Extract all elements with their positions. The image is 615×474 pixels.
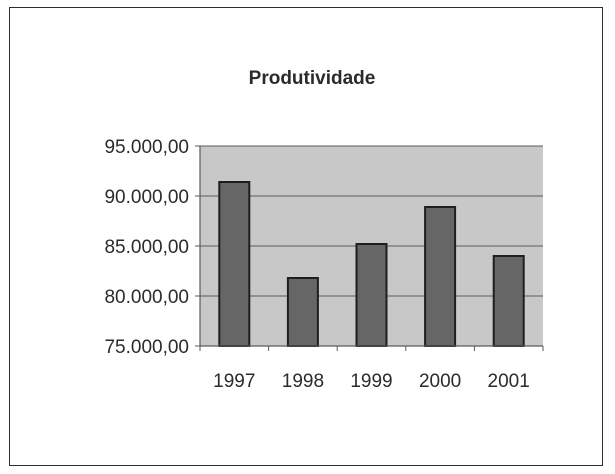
x-axis-ticks: 1997 1998 1999 2000 2001 xyxy=(199,346,544,392)
x-tick-label: 1998 xyxy=(282,371,324,392)
y-axis-ticks: 75.000,00 80.000,00 85.000,00 90.000,00 95.0… xyxy=(104,137,189,358)
x-tick-label: 2001 xyxy=(488,371,530,392)
bar xyxy=(286,277,319,347)
y-tick-label: 80.000,00 xyxy=(104,287,189,308)
x-tick-label: 1999 xyxy=(350,371,392,392)
chart-title: Produtividade xyxy=(249,68,376,89)
x-tick-label: 1997 xyxy=(213,371,255,392)
y-tick-label: 95.000,00 xyxy=(104,137,189,158)
x-tick-label: 2000 xyxy=(419,371,461,392)
bar xyxy=(492,255,525,347)
y-tick-label: 75.000,00 xyxy=(104,337,189,358)
bar xyxy=(424,206,457,347)
y-tick-label: 90.000,00 xyxy=(104,187,189,208)
bars xyxy=(218,181,525,347)
bar xyxy=(218,181,251,347)
y-tick-label: 85.000,00 xyxy=(104,237,189,258)
bar xyxy=(355,243,388,347)
